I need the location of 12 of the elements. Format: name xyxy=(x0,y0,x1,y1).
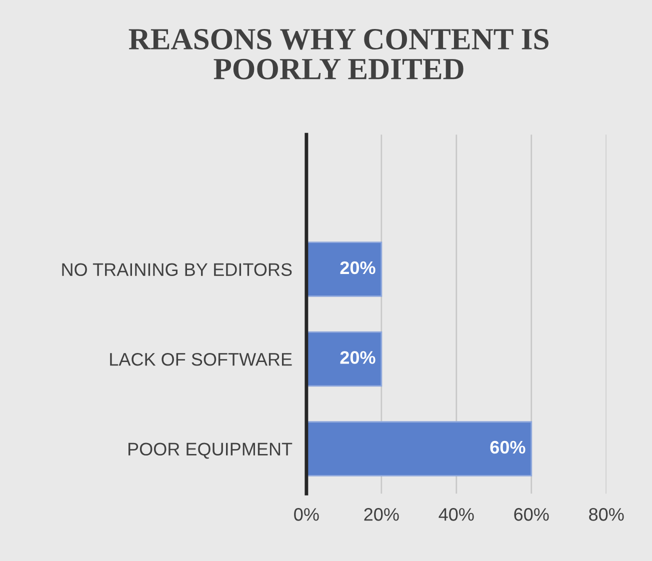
data-label: 20% xyxy=(340,351,376,364)
chart-title: REASONS WHY CONTENT IS POORLY EDITED xyxy=(128,29,548,80)
data-label: 20% xyxy=(340,261,376,274)
x-tick-label: 0% xyxy=(294,508,319,521)
x-tick-label: 20% xyxy=(364,508,399,521)
data-label: 60% xyxy=(490,440,526,454)
x-tick-label: 80% xyxy=(589,508,624,521)
x-tick-label: 60% xyxy=(514,508,549,521)
y-tick-label: POOR EQUIPMENT xyxy=(128,442,292,459)
x-tick-label: 40% xyxy=(438,508,474,521)
y-tick-label: NO TRAINING BY EDITORS xyxy=(62,263,292,276)
y-tick-label: LACK OF SOFTWARE xyxy=(110,352,292,366)
